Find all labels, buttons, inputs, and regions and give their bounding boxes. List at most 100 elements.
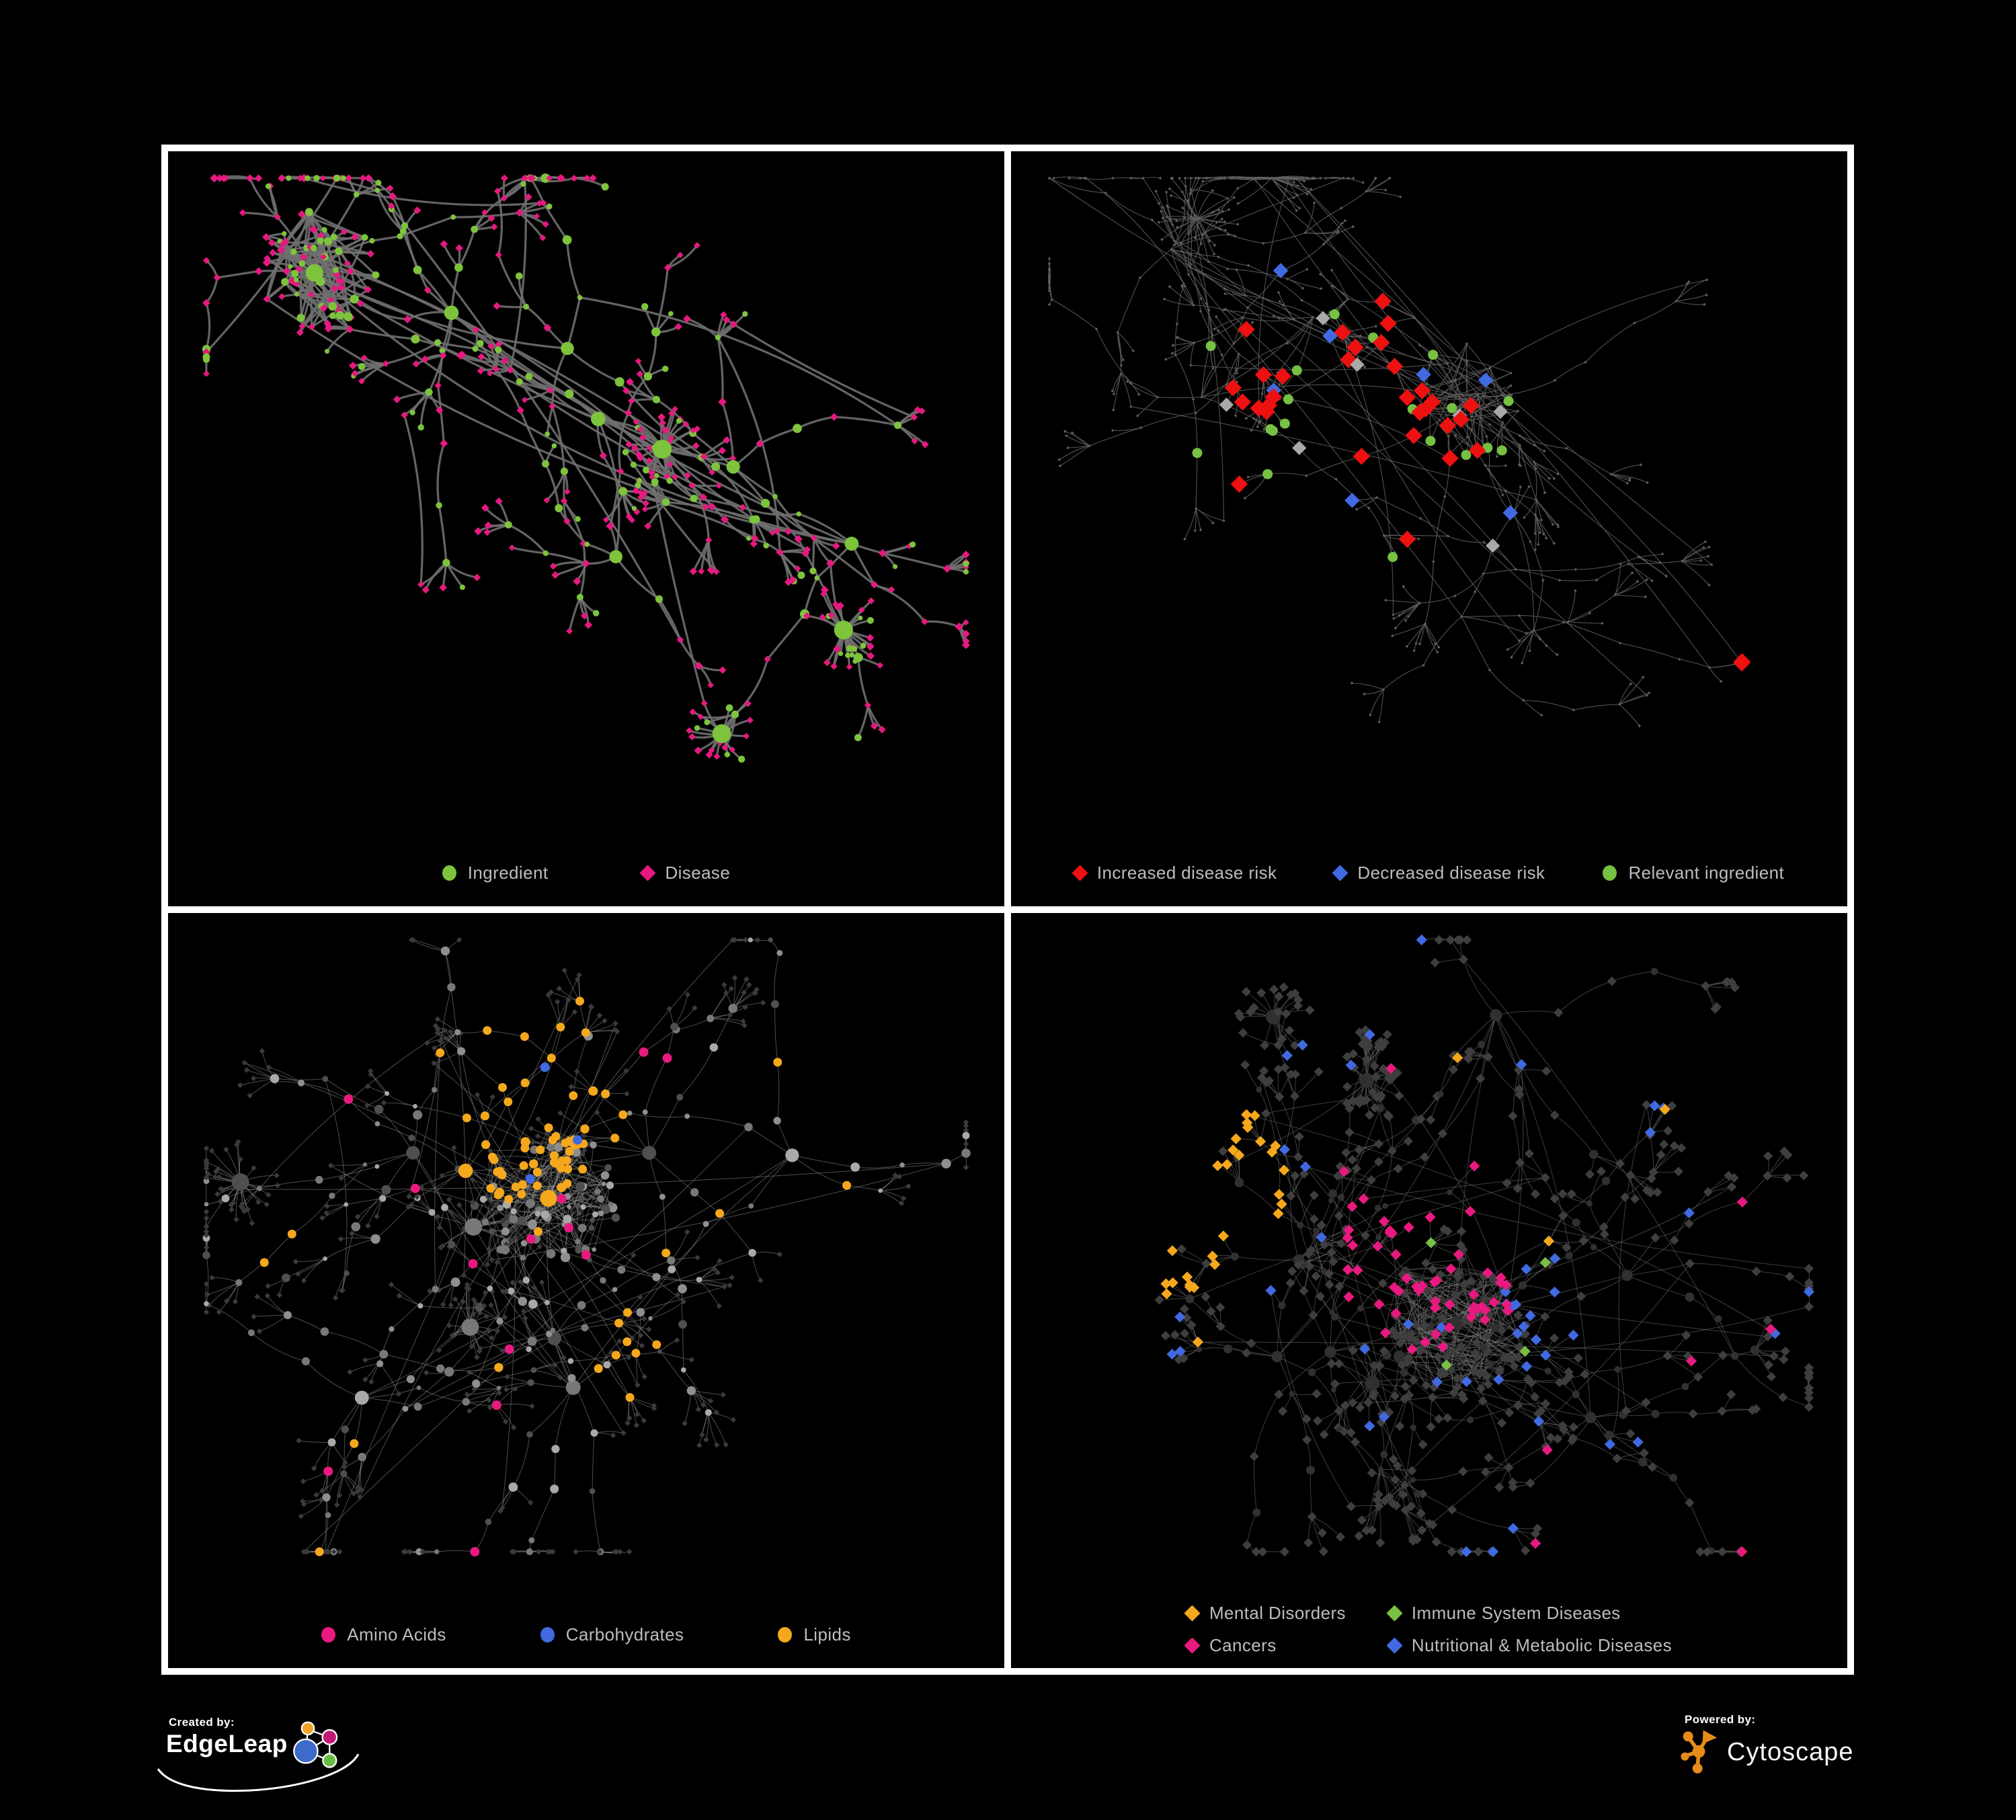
network-node xyxy=(1246,475,1250,479)
network-node xyxy=(448,1209,454,1216)
network-node xyxy=(1334,477,1338,481)
network-node xyxy=(313,1492,319,1498)
network-node xyxy=(832,542,840,550)
network-edge xyxy=(531,1489,555,1541)
network-node xyxy=(1529,540,1532,543)
network-node xyxy=(1515,1089,1525,1100)
network-node xyxy=(522,1276,530,1284)
network-node xyxy=(729,320,737,327)
network-node xyxy=(436,1347,442,1353)
network-node xyxy=(1573,1353,1583,1363)
highlight-node xyxy=(491,1400,501,1410)
highlight-node xyxy=(712,724,731,744)
network-edge xyxy=(1519,435,1545,452)
network-node xyxy=(1552,477,1556,481)
network-edge xyxy=(1405,1270,1458,1323)
network-edge xyxy=(491,1231,512,1292)
network-node xyxy=(1328,1189,1337,1198)
network-node xyxy=(1590,1244,1597,1251)
network-node xyxy=(1778,1392,1788,1402)
network-edge xyxy=(1279,1074,1291,1097)
network-node xyxy=(401,222,409,229)
network-node xyxy=(369,238,375,244)
network-edge xyxy=(1131,406,1537,500)
network-node xyxy=(1463,1054,1474,1064)
network-node xyxy=(354,1214,361,1220)
highlight-node xyxy=(639,1047,649,1057)
highlight-node xyxy=(662,1053,672,1063)
network-node xyxy=(713,752,721,760)
network-node xyxy=(278,293,286,301)
network-edge xyxy=(497,254,527,308)
network-edge xyxy=(1283,305,1314,318)
network-edge xyxy=(540,1149,608,1169)
network-node xyxy=(1576,1291,1586,1302)
network-edge xyxy=(1373,1395,1394,1460)
network-edge xyxy=(1619,704,1640,727)
network-edge xyxy=(1432,1397,1448,1419)
network-node xyxy=(1047,288,1051,292)
network-edge xyxy=(1625,1386,1686,1411)
network-node xyxy=(1782,1173,1792,1183)
network-edge xyxy=(1405,602,1420,621)
network-node xyxy=(1454,1355,1460,1361)
highlight-node xyxy=(1283,394,1293,405)
network-node xyxy=(593,610,600,617)
network-node xyxy=(203,1145,210,1152)
network-node xyxy=(367,1068,374,1074)
network-node xyxy=(518,1296,528,1306)
network-node xyxy=(517,1216,526,1226)
network-edge xyxy=(1628,561,1683,565)
network-node xyxy=(471,225,479,233)
network-node xyxy=(1121,358,1125,362)
network-node xyxy=(568,1084,574,1090)
network-edge xyxy=(383,1102,415,1107)
network-node xyxy=(323,237,333,246)
network-node xyxy=(1673,1166,1683,1177)
network-node xyxy=(364,174,372,182)
network-node xyxy=(321,227,327,233)
network-node xyxy=(545,992,551,998)
network-edge xyxy=(512,547,546,555)
highlight-node xyxy=(625,1393,635,1402)
network-edge xyxy=(1361,435,1414,457)
highlight-node xyxy=(1219,397,1234,412)
network-node xyxy=(1223,307,1227,311)
network-edge xyxy=(1368,508,1385,536)
legend-item-carbohydrates: Carbohydrates xyxy=(540,1624,684,1645)
network-node xyxy=(633,1422,640,1428)
network-node xyxy=(1476,1074,1486,1084)
network-node xyxy=(1175,322,1179,326)
network-node xyxy=(551,1445,560,1454)
network-node xyxy=(627,1110,633,1116)
network-edge xyxy=(1605,1132,1651,1181)
network-edge xyxy=(449,1349,510,1372)
network-node xyxy=(1804,1402,1814,1412)
highlight-node xyxy=(726,460,740,474)
legend-label: Disease xyxy=(665,863,731,883)
network-node xyxy=(1346,1501,1356,1511)
network-node xyxy=(335,311,345,320)
network-node xyxy=(592,1211,598,1218)
network-edge xyxy=(1619,683,1631,705)
network-node xyxy=(545,1331,553,1337)
network-edge xyxy=(417,1383,477,1407)
network-node xyxy=(1281,303,1285,307)
network-node xyxy=(538,1279,545,1285)
network-node xyxy=(491,223,498,231)
network-node xyxy=(313,175,320,182)
network-node xyxy=(1319,1429,1329,1439)
network-edge xyxy=(924,620,960,628)
network-node xyxy=(666,477,673,484)
network-edge xyxy=(591,1183,604,1228)
network-edge xyxy=(1502,422,1521,446)
network-node xyxy=(663,264,672,272)
network-edge xyxy=(322,1204,347,1219)
network-node xyxy=(496,1317,503,1325)
network-edge xyxy=(360,303,408,321)
network-node xyxy=(672,405,678,413)
network-node xyxy=(1586,1200,1592,1207)
network-node xyxy=(1553,379,1557,382)
network-node xyxy=(1240,1060,1250,1070)
network-node xyxy=(594,1109,600,1115)
